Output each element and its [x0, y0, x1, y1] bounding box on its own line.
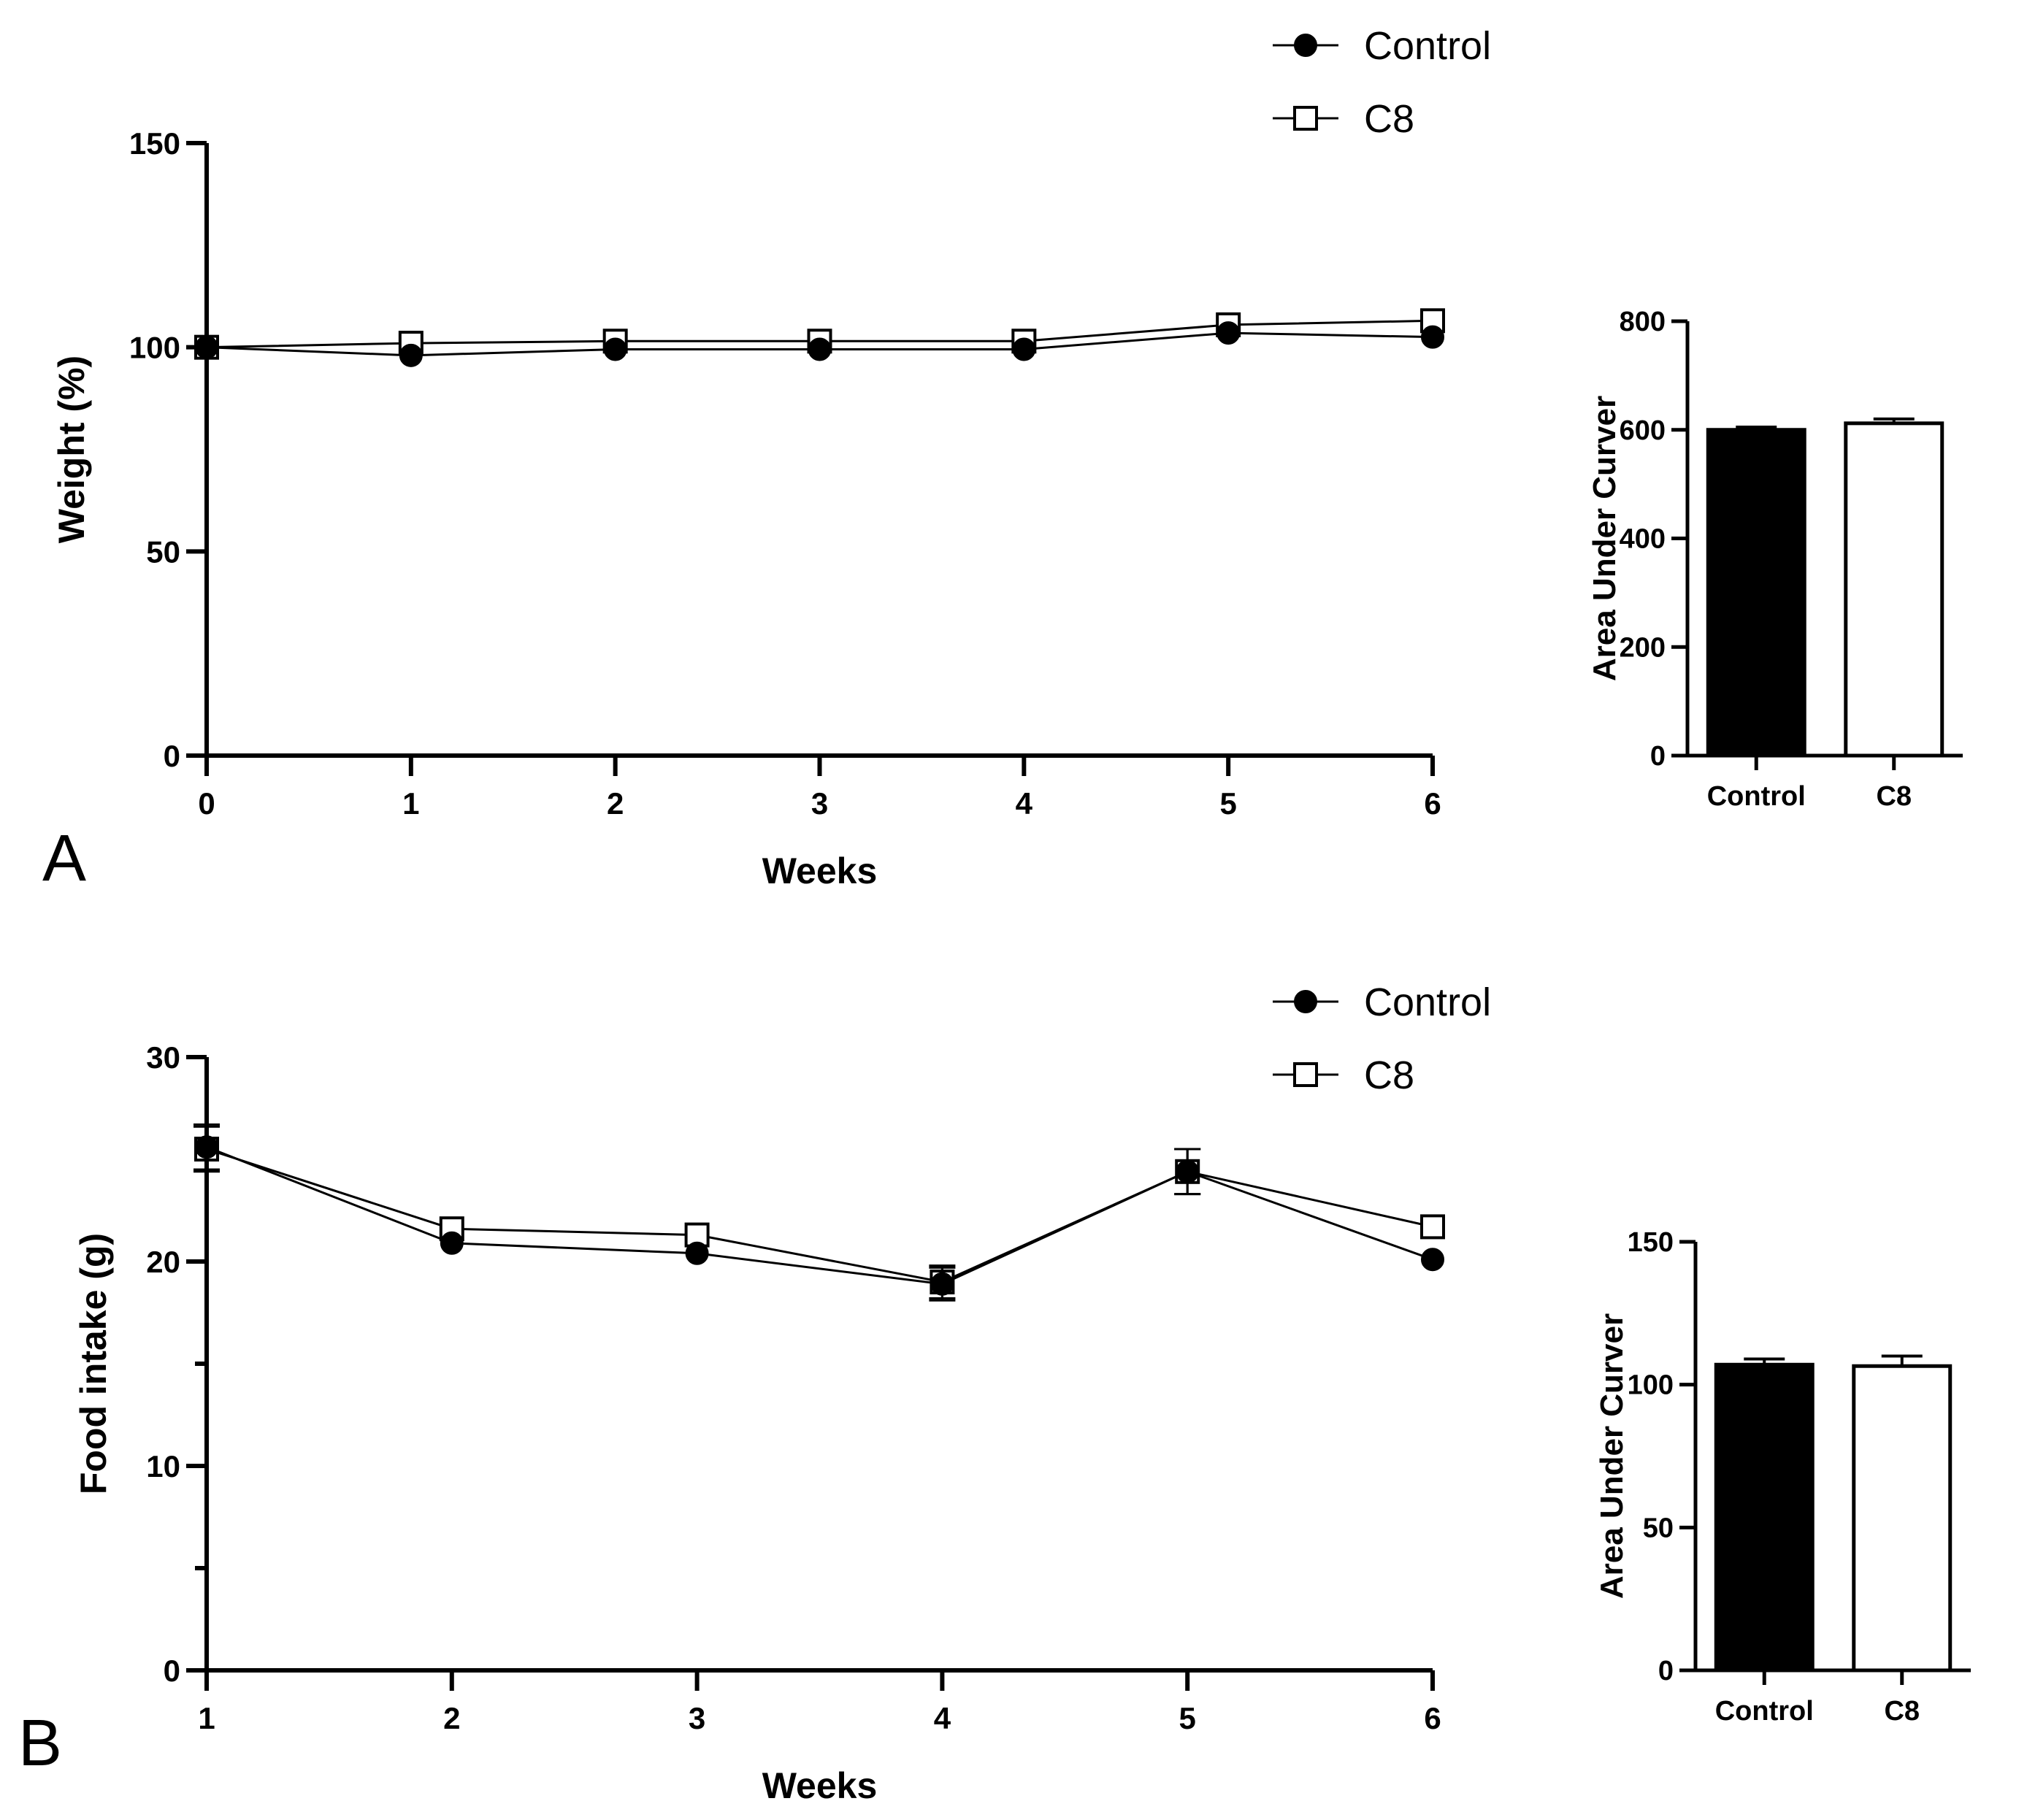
data-point-control	[1012, 337, 1036, 361]
data-point-control	[685, 1241, 709, 1265]
bar-y-tick-label: 50	[1643, 1513, 1674, 1543]
data-point-control	[808, 337, 832, 361]
x-tick-label: 2	[443, 1701, 460, 1735]
data-point-control	[195, 335, 218, 359]
y-tick-label: 20	[146, 1245, 180, 1279]
bar-y-axis-label: Area Under Curver	[1594, 1313, 1630, 1599]
bar-y-tick-label: 0	[1650, 741, 1666, 772]
x-tick-label: 5	[1219, 786, 1236, 821]
y-tick-label: 10	[146, 1449, 180, 1483]
chart-a-auc-bars: 0 200 400 600 800 Control C8 Area Under Curver	[1587, 307, 1963, 812]
chart-b-food-intake: 0 10 20 30 1 2 3 4 5 6 Weeks Food intake (g) B Contro…	[18, 980, 1491, 1806]
data-point-control	[1421, 1248, 1444, 1272]
data-point-control	[930, 1272, 954, 1296]
x-tick-label: 4	[934, 1701, 951, 1735]
legend-marker-c8	[1293, 1062, 1318, 1087]
panel-label: A	[42, 822, 86, 895]
bar-y-tick-label: 0	[1658, 1656, 1674, 1686]
bar-y-tick-label: 800	[1620, 307, 1666, 337]
x-tick-label: 2	[607, 786, 624, 821]
x-tick-label: 1	[402, 786, 419, 821]
bar-x-tick-label: C8	[1884, 1696, 1920, 1727]
y-tick-label: 30	[146, 1040, 180, 1075]
y-axis-label: Food intake (g)	[73, 1233, 114, 1494]
data-point-c8	[1420, 1214, 1445, 1240]
x-tick-label: 6	[1424, 786, 1441, 821]
bar-x-tick-label: Control	[1707, 781, 1806, 812]
legend-label-c8: C8	[1364, 97, 1414, 141]
x-axis-label: Weeks	[762, 1765, 878, 1806]
data-point-control	[399, 343, 423, 367]
legend-label-control: Control	[1364, 980, 1491, 1024]
legend-label-c8: C8	[1364, 1053, 1414, 1097]
data-point-control	[1216, 321, 1241, 345]
y-tick-label: 50	[146, 534, 180, 569]
bar-y-tick-label: 600	[1620, 415, 1666, 446]
chart-b-auc-bars: 0 50 100 150 Control C8 Area Under Curver	[1594, 1227, 1971, 1727]
bar-control	[1714, 1362, 1815, 1673]
x-tick-label: 1	[198, 1701, 215, 1735]
bar-y-tick-label: 100	[1628, 1370, 1674, 1401]
bar-y-tick-label: 200	[1620, 632, 1666, 663]
x-tick-label: 4	[1016, 786, 1033, 821]
bar-control	[1706, 428, 1806, 758]
y-axis-label: Weight (%)	[51, 356, 92, 543]
series-line-control	[206, 1145, 1433, 1286]
bar-x-tick-label: Control	[1715, 1696, 1814, 1727]
x-tick-label: 5	[1179, 1701, 1196, 1735]
bar-c8	[1852, 1364, 1953, 1673]
x-tick-label: 6	[1424, 1701, 1441, 1735]
x-axis-label: Weeks	[762, 851, 878, 891]
data-point-control	[1176, 1159, 1200, 1183]
bar-y-axis-label: Area Under Curver	[1587, 396, 1622, 681]
legend-marker-c8	[1293, 106, 1318, 131]
bar-y-tick-label: 150	[1628, 1227, 1674, 1258]
series-line-c8	[206, 1148, 1433, 1283]
legend-label-control: Control	[1364, 24, 1491, 68]
data-point-control	[1421, 325, 1444, 349]
legend-marker-control	[1294, 34, 1317, 57]
bar-x-tick-label: C8	[1876, 781, 1912, 812]
x-tick-label: 3	[689, 1701, 705, 1735]
y-tick-label: 100	[129, 331, 180, 365]
data-point-control	[440, 1231, 464, 1255]
data-point-control	[195, 1135, 218, 1159]
data-point-control	[603, 337, 627, 361]
bar-c8	[1844, 421, 1944, 758]
y-tick-label: 150	[129, 126, 180, 161]
x-tick-label: 0	[198, 786, 215, 821]
chart-a-weight: 0 50 100 150 0 1 2 3 4 5 6 Weeks Weight (%) A Control C…	[42, 24, 1491, 895]
y-tick-label: 0	[164, 739, 180, 773]
bar-y-tick-label: 400	[1620, 524, 1666, 555]
y-tick-label: 0	[164, 1654, 180, 1688]
x-tick-label: 3	[811, 786, 828, 821]
legend-marker-control	[1294, 990, 1317, 1013]
panel-label: B	[18, 1707, 62, 1780]
